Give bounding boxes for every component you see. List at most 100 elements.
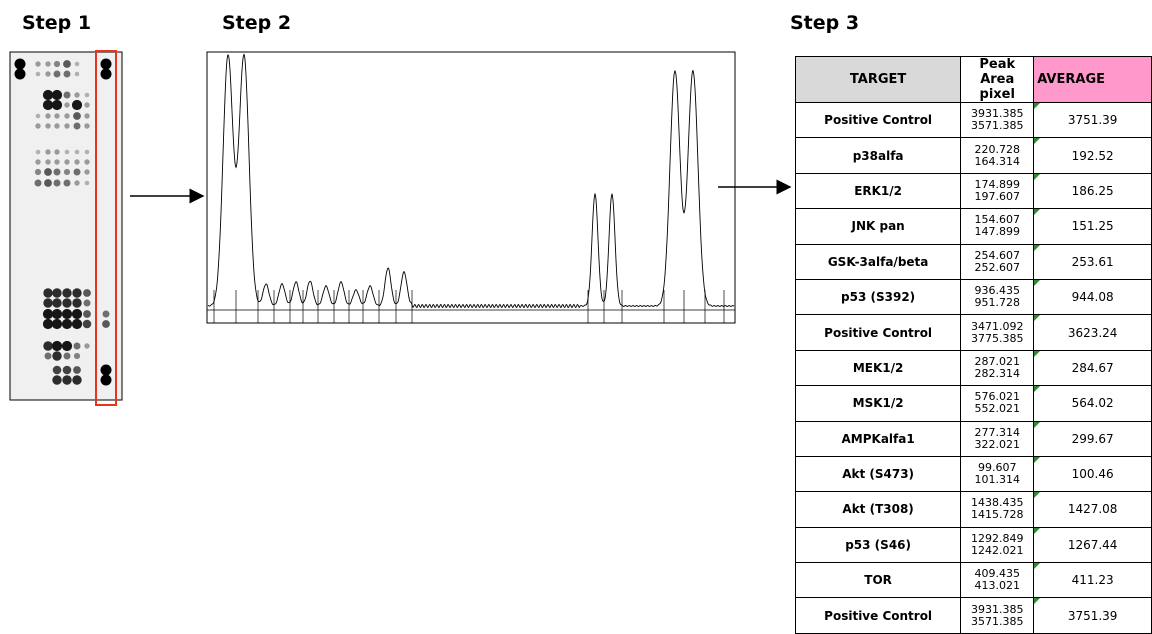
blot-dot: [52, 375, 61, 384]
blot-dot: [64, 71, 71, 78]
blot-dot: [35, 61, 40, 66]
blot-dot: [74, 343, 81, 350]
blot-dot: [74, 353, 80, 359]
blot-dot: [64, 353, 71, 360]
blot-dot: [84, 123, 89, 128]
blot-dot: [83, 310, 91, 318]
blot-dot: [85, 93, 90, 98]
blot-dot: [54, 113, 59, 118]
blot-dot: [72, 375, 81, 384]
blot-dot: [43, 100, 53, 110]
table-row: Positive Control3471.0923775.3853623.24: [796, 315, 1152, 350]
blot-dot: [15, 69, 26, 80]
blot-dot: [36, 114, 41, 119]
blot-dot: [54, 149, 59, 154]
target-cell: Positive Control: [796, 103, 961, 138]
table-row: p38alfa220.728164.314192.52: [796, 138, 1152, 173]
peak-value: 282.314: [961, 368, 1033, 380]
peak-value: 3571.385: [961, 120, 1033, 132]
blot-dot: [54, 169, 61, 176]
blot-dot: [101, 365, 112, 376]
target-cell: MSK1/2: [796, 386, 961, 421]
peak-value: 413.021: [961, 580, 1033, 592]
peak-value: 3775.385: [961, 333, 1033, 345]
target-cell: p53 (S46): [796, 527, 961, 562]
target-cell: p38alfa: [796, 138, 961, 173]
blot-dot: [84, 169, 89, 174]
peak-cell: 1292.8491242.021: [961, 527, 1034, 562]
peak-value: 101.314: [961, 474, 1033, 486]
blot-dot: [44, 179, 52, 187]
average-cell: 3751.39: [1034, 103, 1152, 138]
peak-value: 3931.385: [961, 604, 1033, 616]
blot-dot: [74, 180, 79, 185]
blot-dot: [43, 288, 52, 297]
blot-dot: [103, 311, 110, 318]
average-cell: 1267.44: [1034, 527, 1152, 562]
blot-dot: [52, 100, 62, 110]
average-cell: 192.52: [1034, 138, 1152, 173]
peak-value: 147.899: [961, 226, 1033, 238]
peak-value: 1242.021: [961, 545, 1033, 557]
average-cell: 411.23: [1034, 563, 1152, 598]
peak-cell: 99.607101.314: [961, 456, 1034, 491]
blot-dot: [84, 159, 89, 164]
blot-dot: [64, 123, 69, 128]
blot-dot: [54, 180, 61, 187]
blot-dot: [52, 298, 61, 307]
blot-dot: [62, 319, 72, 329]
blot-dot: [45, 159, 50, 164]
blot-dot: [63, 60, 71, 68]
blot-dot: [43, 298, 52, 307]
peak-value: 3571.385: [961, 616, 1033, 628]
average-cell: 100.46: [1034, 456, 1152, 491]
average-cell: 3751.39: [1034, 598, 1152, 633]
average-cell: 944.08: [1034, 279, 1152, 314]
blot-dot: [62, 341, 72, 351]
step-label: Step 3: [790, 12, 859, 34]
blot-dot: [83, 289, 91, 297]
blot-dot: [45, 113, 50, 118]
blot-dot: [74, 92, 79, 97]
average-cell: 151.25: [1034, 209, 1152, 244]
table-row: MEK1/2287.021282.314284.67: [796, 350, 1152, 385]
header-cell: AVERAGE: [1034, 57, 1152, 103]
blot-dot: [54, 71, 61, 78]
blot-dot: [72, 288, 81, 297]
blot-dot: [54, 61, 60, 67]
peak-value: 254.607: [961, 250, 1033, 262]
target-cell: MEK1/2: [796, 350, 961, 385]
target-cell: Akt (S473): [796, 456, 961, 491]
blot-dot: [45, 353, 52, 360]
peak-value: 197.607: [961, 191, 1033, 203]
blot-dot: [54, 159, 59, 164]
blot-dot: [35, 180, 42, 187]
figure: [0, 0, 795, 630]
blot-dot: [83, 320, 92, 329]
target-cell: p53 (S392): [796, 279, 961, 314]
blot-dot: [101, 59, 112, 70]
blot-dot: [84, 300, 91, 307]
target-cell: Akt (T308): [796, 492, 961, 527]
blot-dot: [52, 309, 62, 319]
average-cell: 186.25: [1034, 173, 1152, 208]
peak-value: 1415.728: [961, 509, 1033, 521]
blot-dot: [62, 309, 72, 319]
blot-dot: [101, 69, 112, 80]
blot-dot: [43, 309, 53, 319]
results-table: TARGET Peak Area pixel AVERAGE Positive …: [795, 56, 1152, 634]
blot-dot: [75, 62, 80, 67]
blot-dot: [75, 150, 80, 155]
blot-dot: [35, 123, 40, 128]
table-row: Positive Control3931.3853571.3853751.39: [796, 598, 1152, 633]
